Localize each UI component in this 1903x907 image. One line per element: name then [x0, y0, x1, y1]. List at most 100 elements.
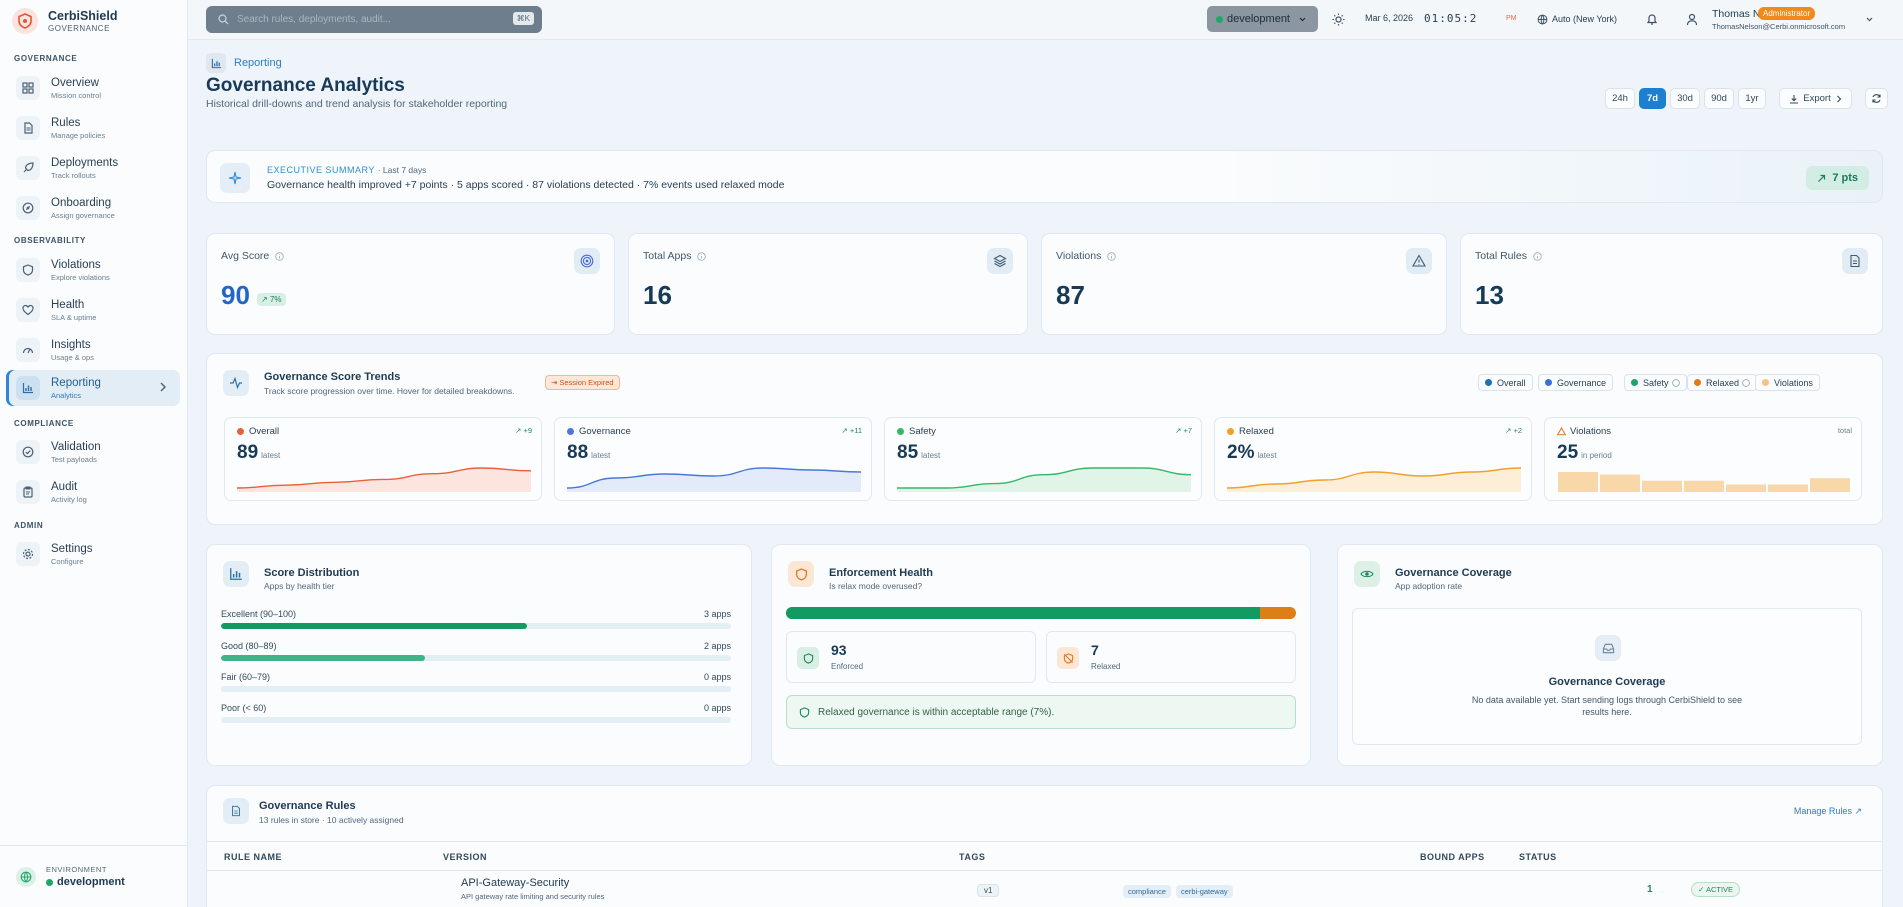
refresh-button[interactable] [1865, 88, 1888, 109]
rule-name[interactable]: API-Gateway-Security [461, 877, 570, 889]
legend-toggle-relaxed[interactable]: Relaxed [1687, 374, 1758, 391]
sidebar-item-onboarding[interactable]: Onboarding Assign governance [6, 190, 180, 226]
info-icon [1671, 378, 1680, 387]
column-header[interactable]: TAGS [959, 852, 986, 862]
trend-card-delta-value: +2 [1513, 426, 1522, 435]
range-30d-button[interactable]: 30d [1670, 88, 1700, 109]
executive-summary-card: EXECUTIVE SUMMARY · Last 7 days Governan… [206, 150, 1883, 203]
sidebar-item-sub: Explore violations [51, 272, 110, 282]
legend-toggle-overall[interactable]: Overall [1478, 374, 1533, 391]
range-24h-button[interactable]: 24h [1605, 88, 1635, 109]
info-icon[interactable] [1533, 251, 1542, 261]
trend-card-value: 2% [1227, 442, 1255, 463]
bound-apps-count: 1 [1647, 884, 1653, 895]
manage-rules-link[interactable]: Manage Rules ↗ [1793, 806, 1862, 816]
column-header[interactable]: BOUND APPS [1420, 852, 1485, 862]
sidebar-item-health[interactable]: Health SLA & uptime [6, 292, 180, 328]
distribution-row-excellent[interactable]: Excellent (90–100) 3 apps [221, 609, 731, 629]
legend-toggle-safety[interactable]: Safety [1624, 374, 1687, 391]
legend-toggle-violations[interactable]: Violations [1755, 374, 1820, 391]
trend-card-value: 89 [237, 442, 259, 463]
sidebar-item-violations[interactable]: Violations Explore violations [6, 252, 180, 288]
brand[interactable]: CerbiShield GOVERNANCE [12, 6, 117, 36]
info-icon[interactable] [275, 251, 284, 261]
target-icon [574, 248, 600, 274]
violation-bar[interactable] [1810, 478, 1850, 492]
sidebar-item-sub: Test payloads [51, 454, 97, 464]
trend-card-safety[interactable]: Safety ↗ +7 85 latest [884, 417, 1202, 501]
legend-toggle-governance[interactable]: Governance [1538, 374, 1614, 391]
clock-display: 01:05:2 [1424, 12, 1478, 25]
status-badge: ✓ ACTIVE [1691, 882, 1741, 897]
timezone-select[interactable]: Auto (New York) [1552, 14, 1618, 24]
column-header[interactable]: STATUS [1519, 852, 1557, 862]
info-icon[interactable] [1107, 251, 1117, 261]
environment-indicator[interactable]: ENVIRONMENT development [0, 845, 188, 907]
trend-card-violations[interactable]: Violations total 25 in period [1544, 417, 1862, 501]
table-row[interactable]: API-Gateway-Security API gateway rate li… [207, 871, 1882, 907]
sidebar-item-overview[interactable]: Overview Mission control [6, 70, 180, 106]
legend-dot [1694, 379, 1701, 386]
violation-bar[interactable] [1642, 480, 1682, 492]
clipboard-icon [16, 480, 40, 504]
legend-label: Overall [1497, 377, 1526, 388]
distribution-row-fair[interactable]: Fair (60–79) 0 apps [221, 672, 731, 692]
sidebar-item-validation[interactable]: Validation Test payloads [6, 434, 180, 470]
stat-label: Avg Score [221, 250, 270, 262]
distribution-row-poor[interactable]: Poor (< 60) 0 apps [221, 703, 731, 723]
section-subtitle: 13 rules in store · 10 actively assigned [259, 815, 404, 825]
trend-card-note: latest [1257, 451, 1277, 460]
search-placeholder: Search rules, deployments, audit... [237, 14, 391, 25]
main-content: Reporting Governance Analytics Historica… [188, 40, 1903, 907]
tag-badge: compliance [1123, 885, 1171, 898]
rule-tags: compliance cerbi-gateway [1123, 883, 1238, 898]
sidebar-item-settings[interactable]: Settings Configure [6, 536, 180, 572]
series-dot [237, 428, 244, 435]
bell-icon[interactable] [1646, 13, 1658, 26]
section-title: Governance Coverage [1395, 567, 1512, 579]
violation-bar[interactable] [1558, 472, 1598, 492]
violation-bar[interactable] [1726, 484, 1766, 493]
sidebar-item-sub: Manage policies [51, 130, 106, 140]
trend-card-overall[interactable]: Overall ↗ +9 89 latest [224, 417, 542, 501]
sidebar-item-reporting[interactable]: Reporting Analytics [6, 370, 180, 406]
distribution-label: Good (80–89) [221, 641, 277, 651]
sidebar-item-deployments[interactable]: Deployments Track rollouts [6, 150, 180, 186]
legend-dot [1545, 379, 1552, 386]
range-7d-button[interactable]: 7d [1639, 88, 1666, 109]
column-header[interactable]: VERSION [443, 852, 488, 862]
trend-card-relaxed[interactable]: Relaxed ↗ +2 2% latest [1214, 417, 1532, 501]
manage-rules-label: Manage Rules [1793, 806, 1852, 816]
sidebar-item-rules[interactable]: Rules Manage policies [6, 110, 180, 146]
column-header[interactable]: RULE NAME [224, 852, 282, 862]
violation-bar[interactable] [1768, 484, 1808, 493]
session-expired-badge[interactable]: ⇥ Session Expired [545, 375, 620, 390]
theme-toggle-sun-icon[interactable] [1332, 13, 1345, 26]
sidebar-item-audit[interactable]: Audit Activity log [6, 474, 180, 510]
export-button[interactable]: Export [1779, 88, 1852, 109]
distribution-row-good[interactable]: Good (80–89) 2 apps [221, 641, 731, 661]
environment-select[interactable]: development [1207, 6, 1318, 32]
search-input[interactable]: Search rules, deployments, audit... ⌘K [206, 6, 542, 33]
trend-card-name: Governance [579, 426, 631, 437]
breadcrumb[interactable]: Reporting [206, 53, 282, 73]
stat-delta-value: 7% [269, 295, 282, 304]
user-icon[interactable] [1686, 13, 1698, 26]
legend-dot [1762, 379, 1769, 386]
violation-bar[interactable] [1600, 474, 1640, 493]
globe-icon [1537, 14, 1548, 25]
range-90d-button[interactable]: 90d [1704, 88, 1734, 109]
section-title: Governance Rules [259, 800, 356, 812]
range-1yr-button[interactable]: 1yr [1738, 88, 1766, 109]
sparkline-chart [237, 467, 531, 492]
info-icon[interactable] [697, 251, 707, 261]
distribution-count: 2 apps [703, 641, 731, 651]
environment-value: development [57, 876, 125, 888]
chevron-down-icon[interactable] [1865, 15, 1874, 24]
bar-chart-icon [206, 53, 226, 73]
violation-bar[interactable] [1684, 480, 1724, 492]
empty-state: Governance Coverage No data available ye… [1352, 608, 1862, 745]
legend-label: Relaxed [1706, 377, 1740, 388]
sidebar-item-insights[interactable]: Insights Usage & ops [6, 332, 180, 368]
trend-card-governance[interactable]: Governance ↗ +11 88 latest [554, 417, 872, 501]
